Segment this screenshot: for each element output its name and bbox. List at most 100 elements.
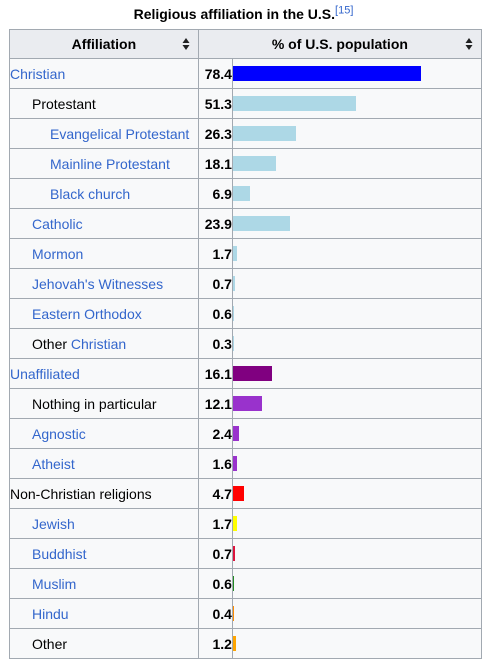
percent-value: 1.7: [197, 238, 233, 269]
percent-value: 4.7: [197, 478, 233, 509]
affiliation-link[interactable]: Buddhist: [32, 545, 87, 562]
affiliation-link[interactable]: Christian: [70, 335, 127, 352]
table-row: Other Christian 0.3: [9, 328, 483, 359]
percent-bar: [232, 606, 234, 621]
bar-cell: [231, 628, 483, 659]
affiliation-cell: Jewish: [9, 508, 199, 539]
affiliation-cell: Nothing in particular: [9, 388, 199, 419]
affiliation-link[interactable]: Black church: [50, 185, 131, 202]
bar-cell: [231, 298, 483, 329]
sort-icon[interactable]: [182, 37, 190, 51]
percent-value: 2.4: [197, 418, 233, 449]
percent-header-label: % of U.S. population: [271, 36, 408, 52]
percent-bar: [232, 426, 239, 441]
bar-cell: [231, 118, 483, 149]
affiliation-header-label: Affiliation: [71, 36, 137, 52]
affiliation-link[interactable]: Mainline Protestant: [50, 155, 170, 172]
bar-cell: [231, 508, 483, 539]
affiliation-link[interactable]: Eastern Orthodox: [32, 305, 142, 322]
affiliation-label: Protestant: [32, 95, 96, 112]
percent-value: 78.4: [197, 58, 233, 89]
bar-cell: [231, 208, 483, 239]
percent-value: 23.9: [197, 208, 233, 239]
percent-bar: [232, 456, 237, 471]
table-row: Eastern Orthodox 0.6: [9, 298, 483, 329]
table-row: Other 1.2: [9, 628, 483, 659]
percent-value: 0.3: [197, 328, 233, 359]
affiliation-link[interactable]: Evangelical Protestant: [50, 125, 190, 142]
bar-cell: [231, 388, 483, 419]
percent-bar: [232, 396, 262, 411]
affiliation-cell: Black church: [9, 178, 199, 209]
percent-bar: [232, 576, 234, 591]
affiliation-link[interactable]: Jehovah's Witnesses: [32, 275, 164, 292]
bar-cell: [231, 418, 483, 449]
bar-cell: [231, 268, 483, 299]
percent-bar: [232, 486, 244, 501]
affiliation-cell: Muslim: [9, 568, 199, 599]
percent-bar: [232, 66, 421, 81]
percent-bar: [232, 276, 235, 291]
affiliation-cell: Evangelical Protestant: [9, 118, 199, 149]
affiliation-cell: Mainline Protestant: [9, 148, 199, 179]
affiliation-cell: Protestant: [9, 88, 199, 119]
affiliation-link[interactable]: Catholic: [32, 215, 83, 232]
header-row: Affiliation % of U.S. population: [9, 29, 483, 59]
affiliation-link[interactable]: Christian: [10, 65, 66, 82]
table-row: Catholic 23.9: [9, 208, 483, 239]
percent-value: 51.3: [197, 88, 233, 119]
caption-title: Religious affiliation in the U.S.: [133, 6, 336, 22]
citation-link[interactable]: [15]: [335, 4, 354, 17]
affiliation-header[interactable]: Affiliation: [9, 29, 199, 59]
affiliation-cell: Jehovah's Witnesses: [9, 268, 199, 299]
percent-header[interactable]: % of U.S. population: [197, 29, 483, 59]
percent-value: 0.7: [197, 538, 233, 569]
table-row: Black church 6.9: [9, 178, 483, 209]
table-row: Nothing in particular 12.1: [9, 388, 483, 419]
affiliation-cell: Non-Christian religions: [9, 478, 199, 509]
percent-bar: [232, 546, 235, 561]
percent-value: 0.6: [197, 568, 233, 599]
table-body: Christian 78.4 Protestant 51.3 Evangelical P…: [9, 58, 483, 659]
affiliation-link[interactable]: Unaffiliated: [10, 365, 80, 382]
table-row: Mainline Protestant 18.1: [9, 148, 483, 179]
affiliation-link[interactable]: Agnostic: [32, 425, 86, 442]
affiliation-cell: Other Christian: [9, 328, 199, 359]
bar-cell: [231, 148, 483, 179]
percent-value: 18.1: [197, 148, 233, 179]
table-row: Christian 78.4: [9, 58, 483, 89]
affiliation-label: Other: [32, 335, 68, 352]
affiliation-cell: Agnostic: [9, 418, 199, 449]
affiliation-cell: Buddhist: [9, 538, 199, 569]
percent-bar: [232, 366, 272, 381]
percent-bar: [232, 636, 236, 651]
bar-cell: [231, 538, 483, 569]
affiliation-link[interactable]: Atheist: [32, 455, 75, 472]
bar-cell: [231, 58, 483, 89]
affiliation-link[interactable]: Muslim: [32, 575, 77, 592]
table-row: Jehovah's Witnesses 0.7: [9, 268, 483, 299]
percent-bar: [232, 126, 296, 141]
bar-cell: [231, 568, 483, 599]
bar-cell: [231, 238, 483, 269]
sort-icon[interactable]: [465, 37, 473, 51]
bar-cell: [231, 598, 483, 629]
affiliation-link[interactable]: Mormon: [32, 245, 84, 262]
percent-value: 6.9: [197, 178, 233, 209]
percent-value: 1.2: [197, 628, 233, 659]
percent-bar: [232, 216, 290, 231]
bar-cell: [231, 178, 483, 209]
table-row: Agnostic 2.4: [9, 418, 483, 449]
percent-value: 12.1: [197, 388, 233, 419]
bar-cell: [231, 358, 483, 389]
table-row: Muslim 0.6: [9, 568, 483, 599]
table-row: Buddhist 0.7: [9, 538, 483, 569]
bar-cell: [231, 328, 483, 359]
percent-bar: [232, 336, 234, 351]
affiliation-link[interactable]: Jewish: [32, 515, 75, 532]
affiliation-cell: Eastern Orthodox: [9, 298, 199, 329]
percent-bar: [232, 186, 250, 201]
table-row: Atheist 1.6: [9, 448, 483, 479]
affiliation-link[interactable]: Hindu: [32, 605, 69, 622]
percent-value: 26.3: [197, 118, 233, 149]
